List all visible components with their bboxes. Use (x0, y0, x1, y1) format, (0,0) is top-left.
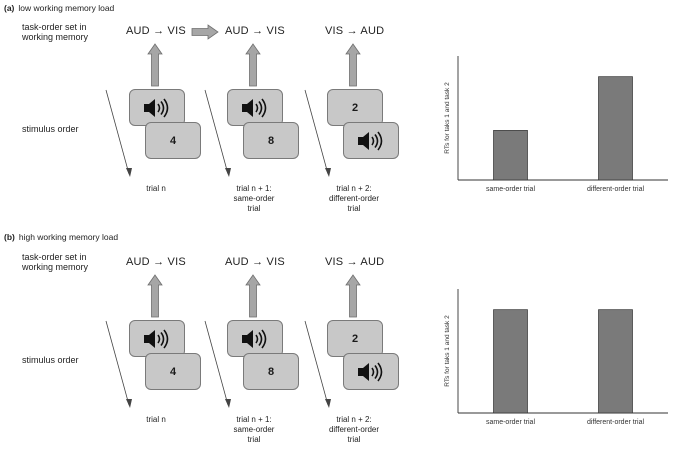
panel-a-chart-bar-2 (598, 76, 633, 181)
panel-b-trial-3-auditory-card (343, 353, 399, 390)
panel-b-trial-1-auditory-card (129, 320, 185, 357)
panel-a-trial-label-1: trial n (116, 184, 196, 194)
panel-b-chart-tick-label-2: different-order trial (587, 419, 645, 426)
panel-b-time-arrow-1 (105, 320, 132, 408)
panel-b-trial-1-visual-card: 4 (145, 353, 201, 390)
speaker-icon (242, 98, 267, 117)
panel-b-order-1: AUD → VIS (126, 256, 186, 268)
panel-a-trial-1-visual-card: 4 (145, 122, 201, 159)
speaker-icon (144, 98, 169, 117)
panel-a-stimulus-order-label: stimulus order (22, 124, 79, 134)
panel-b-trial-2-digit: 8 (267, 365, 275, 378)
panel-a-order-2: AUD → VIS (225, 25, 285, 37)
panel-a-trial-3-auditory-card (343, 122, 399, 159)
panel-b-trial-3-digit: 2 (351, 332, 359, 345)
panel-b-up-arrow-2 (245, 274, 261, 318)
panel-b-chart-bar-2 (598, 309, 633, 414)
panel-b-rt-chart: RTs for taks 1 and task 2 same-order tria… (444, 289, 668, 426)
panel-a-trial-label-2-text: trial n + 1: same-order trial (233, 184, 275, 213)
panel-b-trial-1-digit: 4 (169, 365, 177, 378)
panel-a-header: (a) low working memory load (4, 3, 114, 13)
panel-b-up-arrow-3 (345, 274, 361, 318)
panel-b-trial-2-visual-card: 8 (243, 353, 299, 390)
panel-b-trial-label-1-text: trial n (146, 415, 166, 424)
panel-a-chart-bar-1 (493, 130, 528, 181)
speaker-icon (144, 329, 169, 348)
panel-b-order-3: VIS → AUD (325, 256, 385, 268)
panel-a-up-arrow-3 (345, 43, 361, 87)
panel-a-trial-2-visual-card: 8 (243, 122, 299, 159)
panel-b-trial-label-2-text: trial n + 1: same-order trial (233, 415, 275, 444)
panel-b-time-arrow-3 (304, 320, 331, 408)
panel-a-trial-2-digit: 8 (267, 134, 275, 147)
panel-b-header: (b) high working memory load (4, 232, 118, 242)
panel-b-chart-ylabel: RTs for taks 1 and task 2 (444, 315, 451, 387)
speaker-icon (242, 329, 267, 348)
panel-b-stimulus-order-label: stimulus order (22, 355, 79, 365)
speaker-icon (358, 131, 383, 150)
panel-a-up-arrow-2 (245, 43, 261, 87)
panel-b-up-arrow-1 (147, 274, 163, 318)
panel-a-trial-1-digit: 4 (169, 134, 177, 147)
panel-a-title: low working memory load (18, 3, 115, 13)
panel-b-order-2: AUD → VIS (225, 256, 285, 268)
panel-a-order-3: VIS → AUD (325, 25, 385, 37)
panel-a-trial-2-auditory-card (227, 89, 283, 126)
speaker-icon (358, 362, 383, 381)
panel-b-chart-bar-1 (493, 309, 528, 414)
panel-a-time-arrow-3 (304, 89, 331, 177)
panel-a-chart-tick-label-2: different-order trial (587, 186, 645, 193)
panel-a-time-arrow-2 (204, 89, 231, 177)
panel-b-time-arrow-2 (204, 320, 231, 408)
panel-a-chart-tick-label-1: same-order trial (486, 186, 535, 193)
panel-b-trial-label-3-text: trial n + 2: different-order trial (328, 415, 380, 444)
panel-a-chart-ylabel: RTs for taks 1 and task 2 (444, 82, 451, 154)
panel-a-trial-label-3-text: trial n + 2: different-order trial (328, 184, 380, 213)
panel-a-trial-3-visual-card: 2 (327, 89, 383, 126)
panel-b-trial-3-visual-card: 2 (327, 320, 383, 357)
panel-a-time-arrow-1 (105, 89, 132, 177)
panel-b-trial-label-1: trial n (116, 415, 196, 425)
panel-a-order-1: AUD → VIS (126, 25, 186, 37)
panel-b-trial-label-2: trial n + 1: same-order trial (214, 415, 294, 445)
panel-b-label: (b) (4, 232, 15, 242)
panel-b-chart-tick-label-1: same-order trial (486, 419, 535, 426)
panel-a-trial-label-1-text: trial n (146, 184, 166, 193)
panel-a-transition-arrow (191, 24, 219, 40)
panel-b-trial-label-3: trial n + 2: different-order trial (314, 415, 394, 445)
panel-a-up-arrow-1 (147, 43, 163, 87)
panel-b-task-order-label: task-order set in working memory (22, 252, 89, 272)
panel-a-trial-1-auditory-card (129, 89, 185, 126)
panel-a-trial-label-3: trial n + 2: different-order trial (314, 184, 394, 214)
panel-a-rt-chart: RTs for taks 1 and task 2 same-order tria… (444, 56, 668, 193)
panel-b-trial-2-auditory-card (227, 320, 283, 357)
panel-a-task-order-label: task-order set in working memory (22, 22, 89, 42)
panel-b-title: high working memory load (18, 232, 119, 242)
panel-a-trial-3-digit: 2 (351, 101, 359, 114)
panel-a-label: (a) (4, 3, 15, 13)
panel-a-trial-label-2: trial n + 1: same-order trial (214, 184, 294, 214)
